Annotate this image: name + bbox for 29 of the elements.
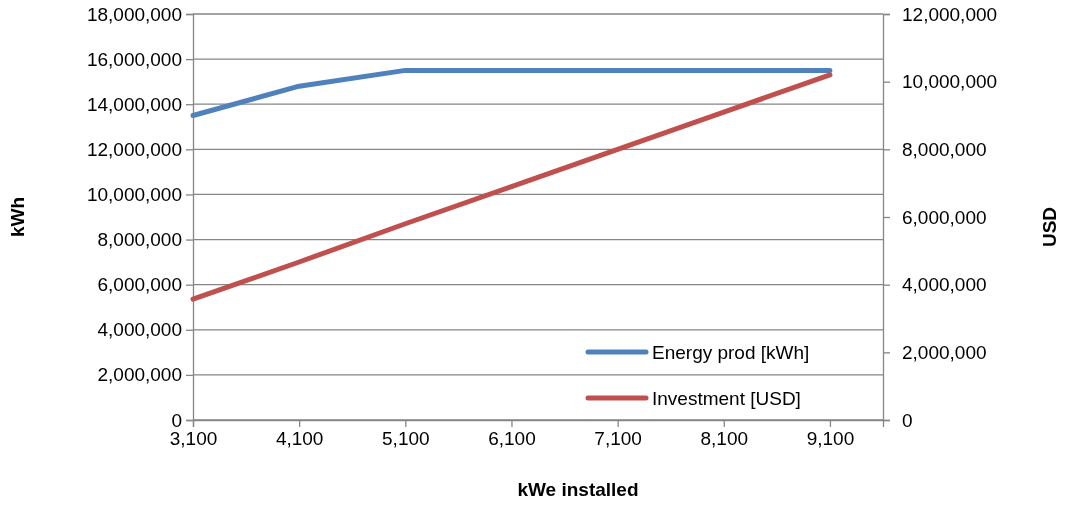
legend-label: Energy prod [kWh]: [652, 342, 810, 363]
x-tick-label: 7,100: [594, 428, 642, 450]
y2-tick-label: 10,000,000: [902, 71, 998, 93]
y-axis-title: kWh: [7, 196, 28, 238]
y-tick-label: 18,000,000: [86, 3, 182, 25]
x-tick-label: 8,100: [700, 428, 749, 450]
y-tick-label: 12,000,000: [86, 138, 182, 160]
x-tick-label: 3,100: [169, 428, 218, 450]
x-tick-label: 9,100: [806, 428, 855, 450]
x-tick-label: 6,100: [488, 428, 536, 450]
y2-tick-label: 4,000,000: [902, 274, 987, 296]
y-tick-label: 14,000,000: [86, 93, 182, 115]
y2-tick-label: 0: [902, 409, 913, 431]
y2-tick-label: 6,000,000: [902, 206, 987, 228]
y-tick-label: 8,000,000: [97, 229, 182, 251]
y-tick-label: 2,000,000: [97, 364, 182, 386]
legend-label: Investment [USD]: [652, 388, 801, 409]
y2-axis-title: USD: [1039, 206, 1060, 248]
y-tick-label: 6,000,000: [97, 274, 182, 296]
y2-tick-label: 8,000,000: [902, 138, 987, 160]
x-tick-label: 5,100: [382, 428, 430, 450]
y2-tick-label: 12,000,000: [902, 3, 998, 25]
y-tick-label: 16,000,000: [86, 48, 182, 70]
x-axis-title: kWe installed: [517, 479, 639, 500]
y2-tick-label: 2,000,000: [902, 341, 987, 363]
y-tick-label: 4,000,000: [97, 319, 182, 341]
y-tick-label: 10,000,000: [86, 184, 182, 206]
x-tick-label: 4,100: [275, 428, 324, 450]
y-tick-label: 0: [171, 409, 182, 431]
